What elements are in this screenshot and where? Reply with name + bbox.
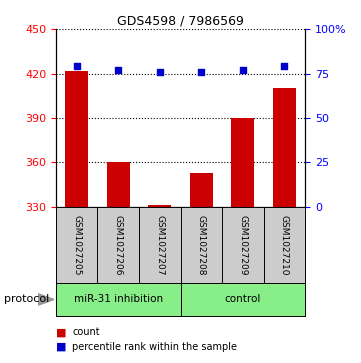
Point — [116, 67, 121, 73]
Bar — [65, 70, 88, 207]
Bar — [148, 205, 171, 207]
Text: control: control — [225, 294, 261, 305]
Point — [240, 67, 245, 73]
Text: count: count — [72, 327, 100, 337]
Bar — [231, 118, 254, 207]
Bar — [180, 283, 305, 316]
Bar — [107, 163, 130, 207]
Text: GSM1027208: GSM1027208 — [197, 215, 206, 275]
Text: percentile rank within the sample: percentile rank within the sample — [72, 342, 237, 352]
Point — [199, 69, 204, 75]
Text: ■: ■ — [56, 342, 66, 352]
Point — [157, 69, 162, 75]
Title: GDS4598 / 7986569: GDS4598 / 7986569 — [117, 15, 244, 28]
Text: GSM1027207: GSM1027207 — [155, 215, 164, 275]
Text: miR-31 inhibition: miR-31 inhibition — [74, 294, 163, 305]
Text: protocol: protocol — [4, 294, 49, 305]
Polygon shape — [38, 294, 54, 305]
Point — [74, 64, 80, 69]
Text: GSM1027206: GSM1027206 — [114, 215, 123, 275]
Point — [282, 64, 287, 69]
Bar — [190, 173, 213, 207]
Text: GSM1027209: GSM1027209 — [238, 215, 247, 275]
Bar — [273, 88, 296, 207]
Text: ■: ■ — [56, 327, 66, 337]
Text: GSM1027210: GSM1027210 — [280, 215, 289, 275]
Bar — [56, 283, 180, 316]
Text: GSM1027205: GSM1027205 — [72, 215, 81, 275]
